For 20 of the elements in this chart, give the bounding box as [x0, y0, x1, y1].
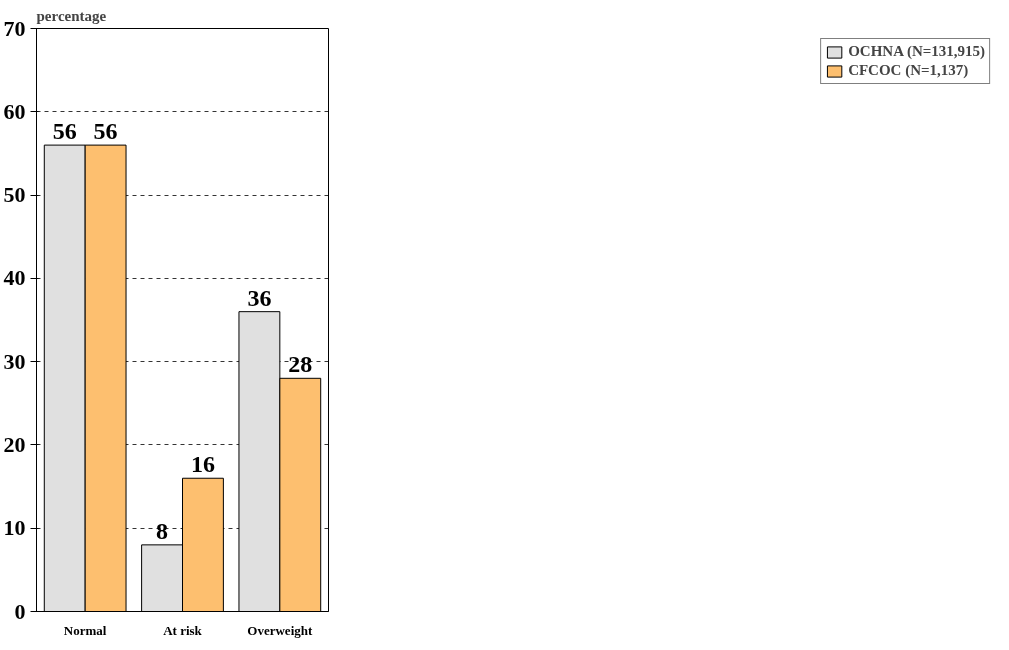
x-tick-label: Normal — [63, 622, 107, 638]
y-tick-label: 40 — [3, 265, 26, 291]
x-tick-label: At risk — [163, 622, 203, 638]
y-tick-label: 50 — [3, 182, 26, 208]
y-tick-label: 20 — [3, 431, 26, 457]
legend-label: OCHNA (N=131,915) — [848, 43, 985, 60]
y-tick-label: 0 — [14, 598, 26, 624]
y-tick-label: 60 — [3, 98, 26, 124]
data-label: 56 — [93, 118, 118, 145]
data-label: 28 — [288, 351, 313, 378]
data-label: 56 — [52, 118, 77, 145]
y-tick-label: 70 — [3, 15, 26, 41]
data-label: 36 — [247, 284, 272, 311]
legend-label: CFCOC (N=1,137) — [848, 62, 969, 79]
y-tick-label: 30 — [3, 348, 26, 374]
data-label: 16 — [190, 451, 215, 478]
y-axis-title: percentage — [36, 7, 107, 24]
x-tick-label: Overweight — [247, 622, 313, 638]
y-tick-label: 10 — [3, 515, 26, 541]
data-label: 8 — [156, 517, 169, 544]
